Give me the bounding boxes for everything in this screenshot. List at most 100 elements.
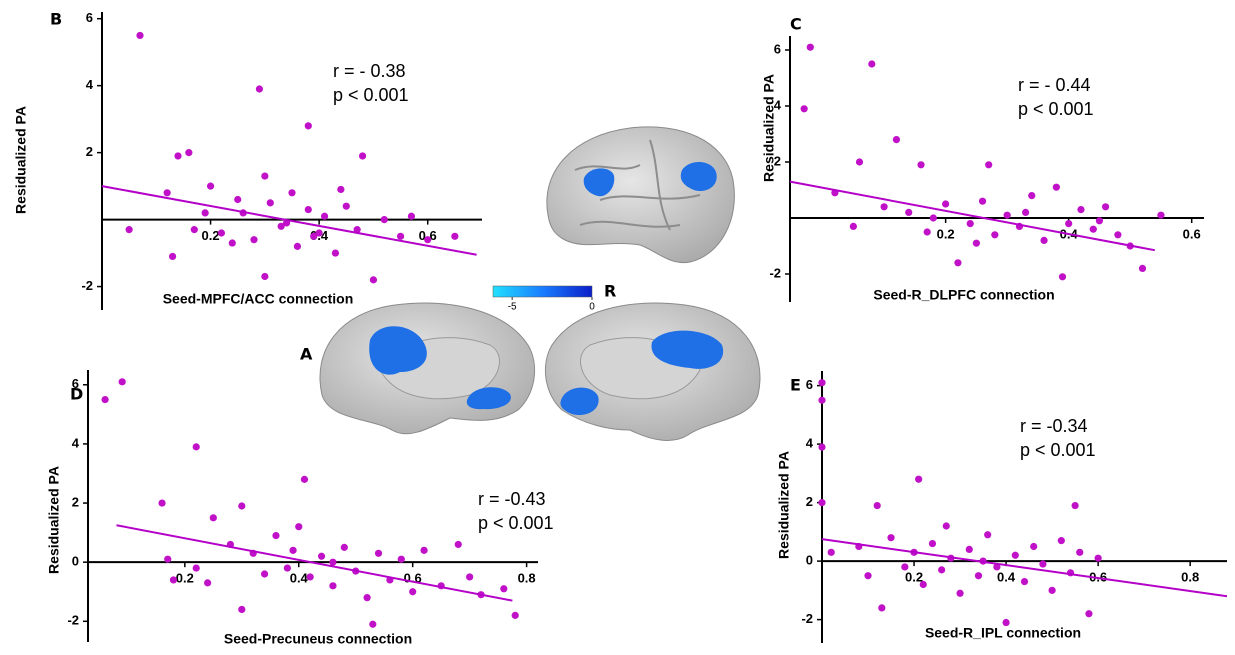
y-tick-label: -2 (81, 278, 93, 293)
point (396, 232, 405, 240)
point (310, 232, 318, 240)
brain-medial-left (319, 302, 536, 435)
point (500, 585, 508, 593)
point (420, 546, 428, 554)
point (1052, 183, 1060, 191)
point (849, 222, 857, 230)
y-tick-label: 0 (806, 553, 813, 568)
point (905, 208, 913, 216)
x-tick-label: 0.8 (518, 571, 536, 586)
activation (583, 168, 615, 197)
point (984, 531, 992, 539)
point (873, 501, 881, 510)
y-tick-label: 6 (72, 376, 79, 391)
x-axis-title: Seed-MPFC/ACC connection (163, 291, 354, 307)
x-tick-label: 0.4 (997, 570, 1016, 585)
point (342, 202, 350, 210)
brain-medial-right (544, 302, 761, 441)
point (1039, 560, 1047, 568)
annotation: r = -0.43 (478, 489, 546, 509)
point (880, 203, 888, 211)
point (1094, 554, 1102, 562)
point (818, 379, 826, 387)
x-axis-title: Seed-Precuneus connection (224, 631, 412, 647)
point (965, 545, 973, 554)
point (818, 499, 826, 507)
y-tick-label: 6 (86, 10, 93, 25)
point (887, 534, 895, 542)
point (942, 522, 950, 530)
point (118, 378, 126, 386)
point (1089, 225, 1097, 233)
panel-label: C (790, 15, 802, 34)
x-tick-label: 0.6 (1183, 226, 1201, 241)
point (1002, 618, 1010, 627)
activation (466, 387, 511, 410)
annotation: p < 0.001 (1020, 440, 1096, 460)
point (164, 555, 172, 563)
point (260, 570, 269, 578)
activation (369, 326, 427, 375)
point (185, 149, 193, 157)
point (928, 539, 937, 548)
point (261, 272, 269, 281)
point (800, 105, 808, 113)
point (250, 236, 258, 244)
point (397, 555, 405, 563)
point (991, 231, 999, 239)
point (409, 588, 417, 596)
point (315, 229, 323, 237)
point (234, 195, 242, 204)
point (1028, 192, 1036, 200)
colorbar (492, 285, 593, 298)
point (289, 546, 297, 554)
point (1101, 203, 1110, 211)
point (1040, 236, 1048, 244)
point (407, 212, 416, 220)
point (1020, 577, 1029, 586)
point (300, 475, 309, 483)
point (929, 214, 937, 222)
point (1030, 542, 1038, 551)
point (337, 185, 345, 194)
point (255, 85, 264, 93)
x-tick-label: 0.2 (202, 228, 220, 243)
point (304, 205, 312, 214)
point (1003, 211, 1011, 219)
point (818, 443, 826, 451)
activation (651, 330, 724, 369)
point (956, 589, 964, 597)
y-axis-title: Residualized PA (46, 466, 62, 574)
point (1048, 586, 1056, 594)
point (374, 549, 383, 557)
fit-line (789, 180, 1155, 252)
fit-line (101, 185, 477, 256)
point (320, 212, 329, 220)
point (209, 514, 217, 522)
point (1114, 231, 1122, 239)
point (923, 228, 931, 236)
point (818, 396, 826, 404)
annotation: r = - 0.44 (1018, 75, 1091, 95)
point (168, 252, 177, 261)
point (201, 209, 209, 217)
annotation: p < 0.001 (478, 513, 554, 533)
y-tick-label: 0 (72, 554, 79, 569)
point (1138, 264, 1147, 272)
point (855, 158, 864, 166)
point (238, 605, 246, 614)
x-tick-label: 0.6 (1089, 570, 1107, 585)
point (190, 226, 198, 234)
annotation: p < 0.001 (1018, 99, 1094, 119)
point (363, 594, 371, 602)
y-axis-title: Residualized PA (13, 106, 29, 214)
point (1011, 551, 1019, 559)
point (331, 249, 340, 257)
x-tick-label: 0.2 (176, 571, 194, 586)
point (228, 239, 236, 247)
y-tick-label: 2 (72, 494, 79, 509)
point (451, 232, 459, 240)
point (1071, 501, 1079, 510)
point (1057, 537, 1065, 545)
y-axis-title: Residualized PA (761, 74, 777, 182)
